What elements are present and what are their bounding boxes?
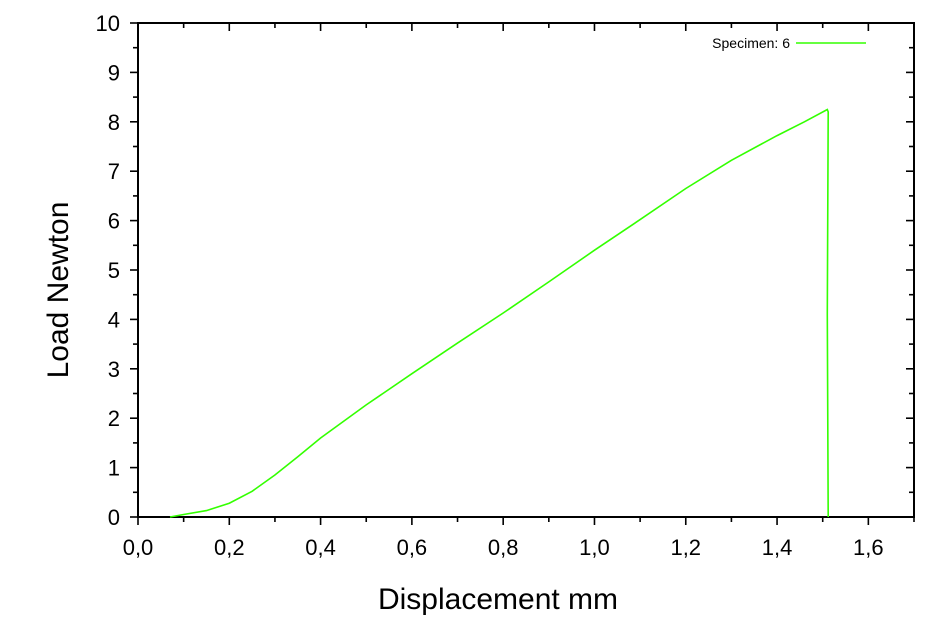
y-tick-label: 7 [108,159,120,184]
series-line-specimen-6 [169,108,830,518]
x-axis-title: Displacement mm [378,583,618,616]
y-tick-label: 2 [108,406,120,431]
legend-label: Specimen: 6 [712,35,790,51]
y-tick-label: 5 [108,258,120,283]
x-tick-label: 0,6 [397,535,428,560]
x-tick-labels: 0,0 0,2 0,4 0,6 0,8 1,0 1,2 1,4 1,6 [123,535,884,560]
x-tick-label: 0,0 [123,535,154,560]
y-tick-label: 3 [108,357,120,382]
y-tick-labels: 0 1 2 3 4 5 6 7 8 9 10 [96,11,120,530]
x-tick-label: 1,4 [762,535,793,560]
y-tick-label: 9 [108,60,120,85]
x-tick-label: 1,0 [579,535,610,560]
y-tick-label: 10 [96,11,120,36]
x-tick-label: 0,2 [214,535,245,560]
axis-ticks [130,22,915,525]
y-tick-label: 6 [108,209,120,234]
y-tick-label: 0 [108,505,120,530]
plot-frame [137,22,915,518]
x-tick-label: 1,6 [853,535,884,560]
y-tick-label: 4 [108,307,120,332]
legend: Specimen: 6 [712,35,866,51]
x-tick-label: 0,8 [488,535,519,560]
y-axis-title: Load Newton [42,202,75,379]
x-tick-label: 0,4 [305,535,336,560]
x-tick-label: 1,2 [670,535,701,560]
y-tick-label: 1 [108,456,120,481]
y-tick-label: 8 [108,110,120,135]
